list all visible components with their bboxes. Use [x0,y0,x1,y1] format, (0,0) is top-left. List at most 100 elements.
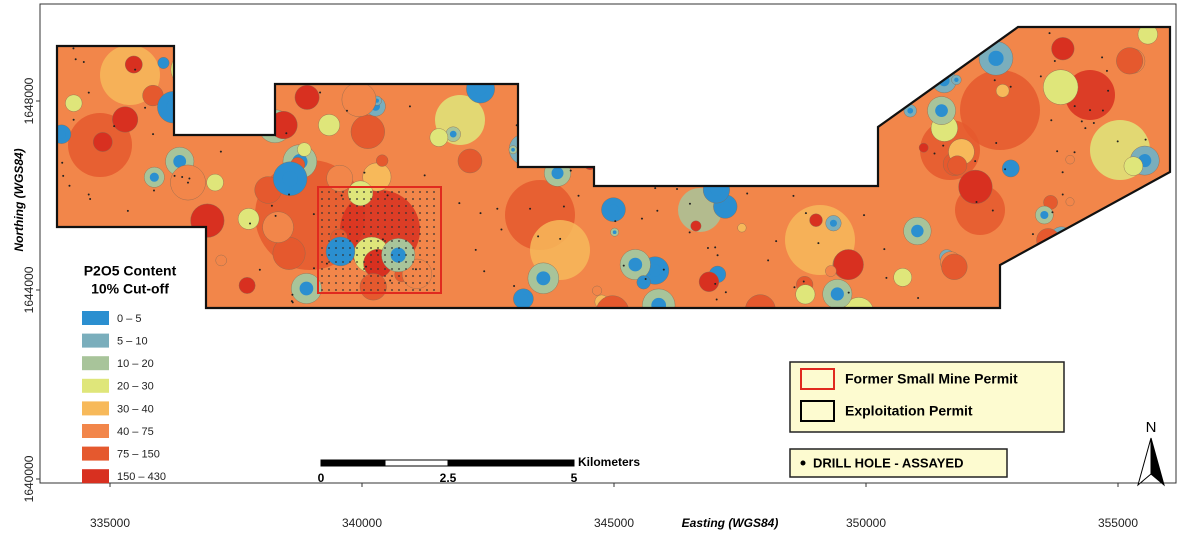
drill-hole [375,249,378,252]
drill-hole [270,204,273,207]
drill-hole [426,212,428,214]
drill-hole [285,132,288,135]
drill-hole [384,212,386,214]
grade-zone [206,173,224,192]
drill-hole [640,217,643,220]
drill-hole [433,240,435,242]
grade-core [536,271,551,286]
drill-hole [356,240,358,242]
drill-hole [419,254,421,256]
drill-hole [377,233,379,235]
drill-hole [335,240,337,242]
drill-hole [363,226,365,228]
grade-zone [1065,154,1075,165]
drill-hole [433,226,435,228]
drill-hole [321,212,323,214]
drill-hole [328,226,330,228]
drill-hole [288,193,291,196]
drill-hole [328,275,330,277]
drill-hole [419,191,421,193]
drill-hole [885,276,888,279]
drill-hole [356,275,358,277]
permit-legend-box [789,361,1065,433]
permit-swatch [800,400,835,422]
drill-hole [335,268,337,270]
drill-hole [398,268,400,270]
drill-hole [335,261,337,263]
drill-hole [384,198,386,200]
drill-hole [433,191,435,193]
legend-label: 75 – 150 [117,449,160,461]
drill-hole [426,198,428,200]
scale-bar [320,459,575,467]
drill-hole [1080,120,1083,123]
drill-hole [426,282,428,284]
drill-hole [1061,171,1064,174]
drill-hole [405,289,407,291]
drill-hole [72,47,75,50]
drill-hole [412,205,414,207]
drill-hole [349,282,351,284]
drill-hole [363,205,365,207]
grade-zone [893,268,912,287]
drill-hole [408,105,411,108]
drill-hole [335,191,337,193]
grade-core [474,82,487,96]
grade-zone [745,294,776,308]
drill-hole [398,254,400,256]
drill-hole [325,262,328,265]
drill-hole [377,289,379,291]
drill-hole [384,219,386,221]
drill-hole [321,268,323,270]
drill-hole [398,226,400,228]
drill-hole [363,275,365,277]
drill-hole [1101,56,1104,59]
drill-hole [433,233,435,235]
drill-hole [342,282,344,284]
drill-hole [370,282,372,284]
drill-hole [370,233,372,235]
drill-hole [995,142,998,145]
grade-zone [918,142,929,153]
drill-hole [391,198,393,200]
grade-zone [958,169,993,204]
drill-hole [433,219,435,221]
drill-hole [274,214,277,217]
drill-hole [384,205,386,207]
drill-hole [715,298,718,301]
drill-hole [335,226,337,228]
drill-hole [433,261,435,263]
drill-hole [433,198,435,200]
grade-core [299,281,314,296]
drill-hole [426,240,428,242]
drill-hole [134,68,137,71]
drill-hole [335,212,337,214]
drill-hole [1009,85,1012,88]
drill-hole [328,268,330,270]
grade-zone [1116,47,1144,75]
drill-hole [68,184,71,187]
legend-swatch [82,469,109,484]
drill-hole [433,268,435,270]
grade-core [648,264,662,277]
grade-zone [297,142,312,157]
drill-hole [724,291,727,294]
grade-core [651,297,667,308]
grade-zone [457,148,483,174]
drill-hole [328,205,330,207]
grade-zone [376,154,389,167]
drill-hole [398,219,400,221]
drill-hole [433,282,435,284]
drill-hole [370,226,372,228]
drill-hole [384,282,386,284]
drill-hole [365,265,368,268]
drill-hole [433,254,435,256]
drill-hole [426,254,428,256]
drill-hole [384,254,386,256]
drill-hole-symbol [800,460,806,466]
permit-label: Former Small Mine Permit [845,371,1018,387]
drill-hole [426,268,428,270]
grade-zone [215,254,227,267]
drill-hole [412,198,414,200]
drill-hole [312,213,315,216]
